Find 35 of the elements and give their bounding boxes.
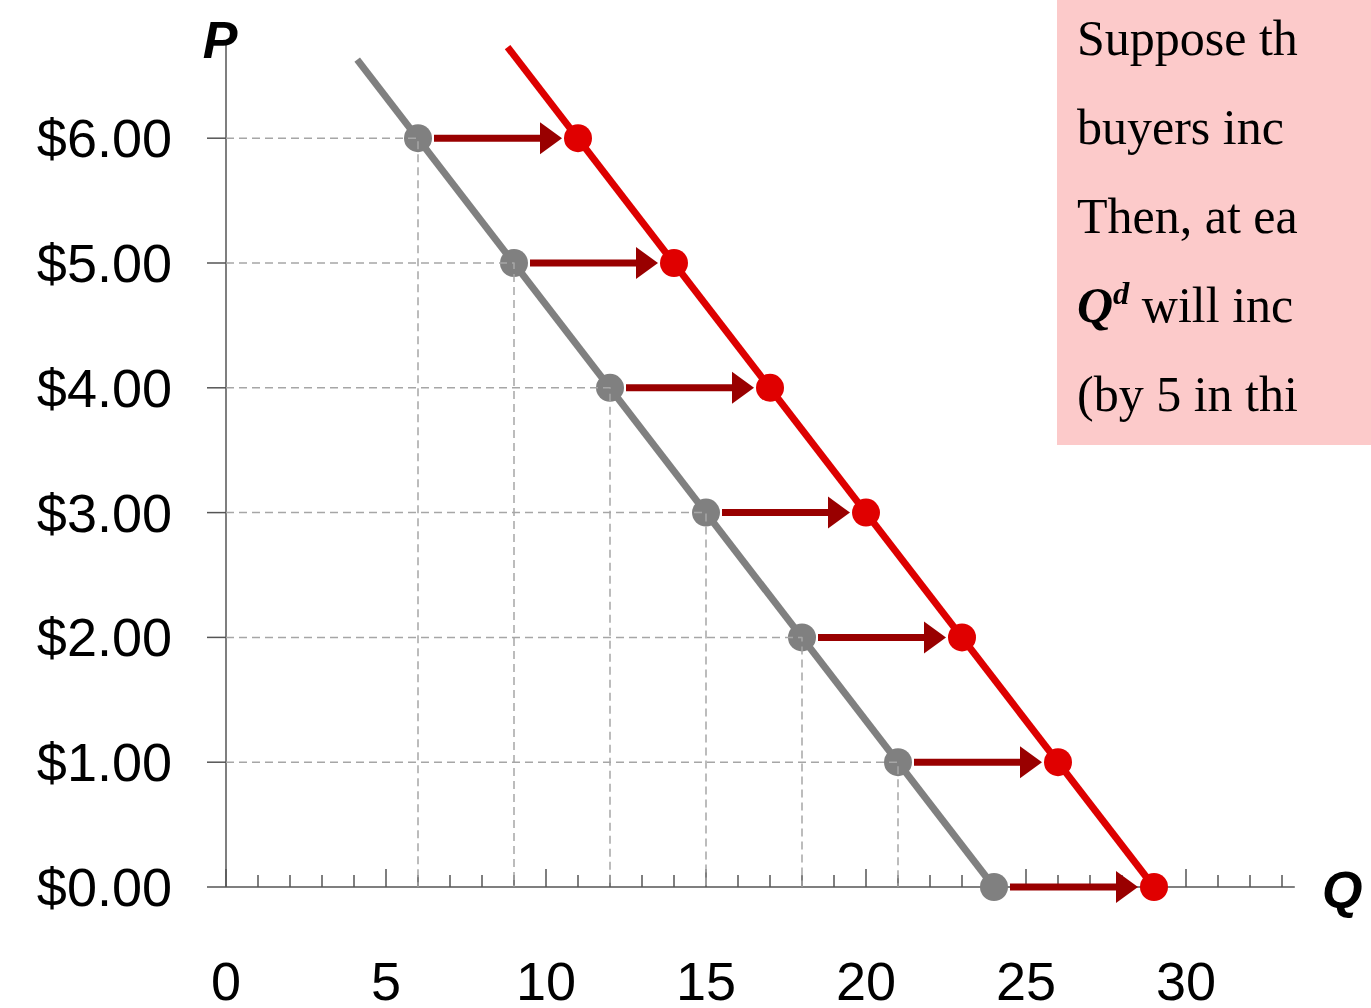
point <box>756 373 784 402</box>
y-tick-label: $5.00 <box>36 232 172 293</box>
x-tick-label: 20 <box>835 951 897 1008</box>
annotation: (by 5 in thi <box>1077 366 1298 422</box>
y-tick-label: $2.00 <box>36 607 172 668</box>
x-axis-title: Q <box>1322 861 1363 920</box>
y-tick-label: $3.00 <box>36 482 172 543</box>
point <box>884 748 912 777</box>
y-tick-label: $4.00 <box>36 357 172 418</box>
point <box>980 873 1008 901</box>
point <box>852 498 880 527</box>
x-tick-label: 25 <box>995 951 1057 1008</box>
x-tick-label: 15 <box>675 951 737 1008</box>
x-tick-label: 5 <box>370 951 402 1008</box>
point <box>500 249 528 277</box>
x-tick-label: 0 <box>210 951 242 1008</box>
y-tick-label: $1.00 <box>36 732 172 793</box>
y-tick-label: $6.00 <box>36 108 172 169</box>
x-tick-label: 30 <box>1155 951 1217 1008</box>
annotation: Suppose th <box>1077 10 1298 66</box>
annotation: buyers inc <box>1077 99 1284 155</box>
y-tick-label: $0.00 <box>36 856 172 917</box>
x-tick-label: 10 <box>515 951 577 1008</box>
y-axis-title: P <box>202 11 238 69</box>
point <box>948 623 976 652</box>
point <box>788 623 816 652</box>
point <box>564 124 592 153</box>
annotation: Then, at ea <box>1077 188 1298 244</box>
point <box>1140 873 1168 901</box>
point <box>660 249 688 277</box>
point <box>404 124 432 153</box>
point <box>1044 748 1072 777</box>
annotation: Q$^{d}$ will inc <box>1077 275 1294 333</box>
point <box>692 498 720 527</box>
point <box>596 373 624 402</box>
